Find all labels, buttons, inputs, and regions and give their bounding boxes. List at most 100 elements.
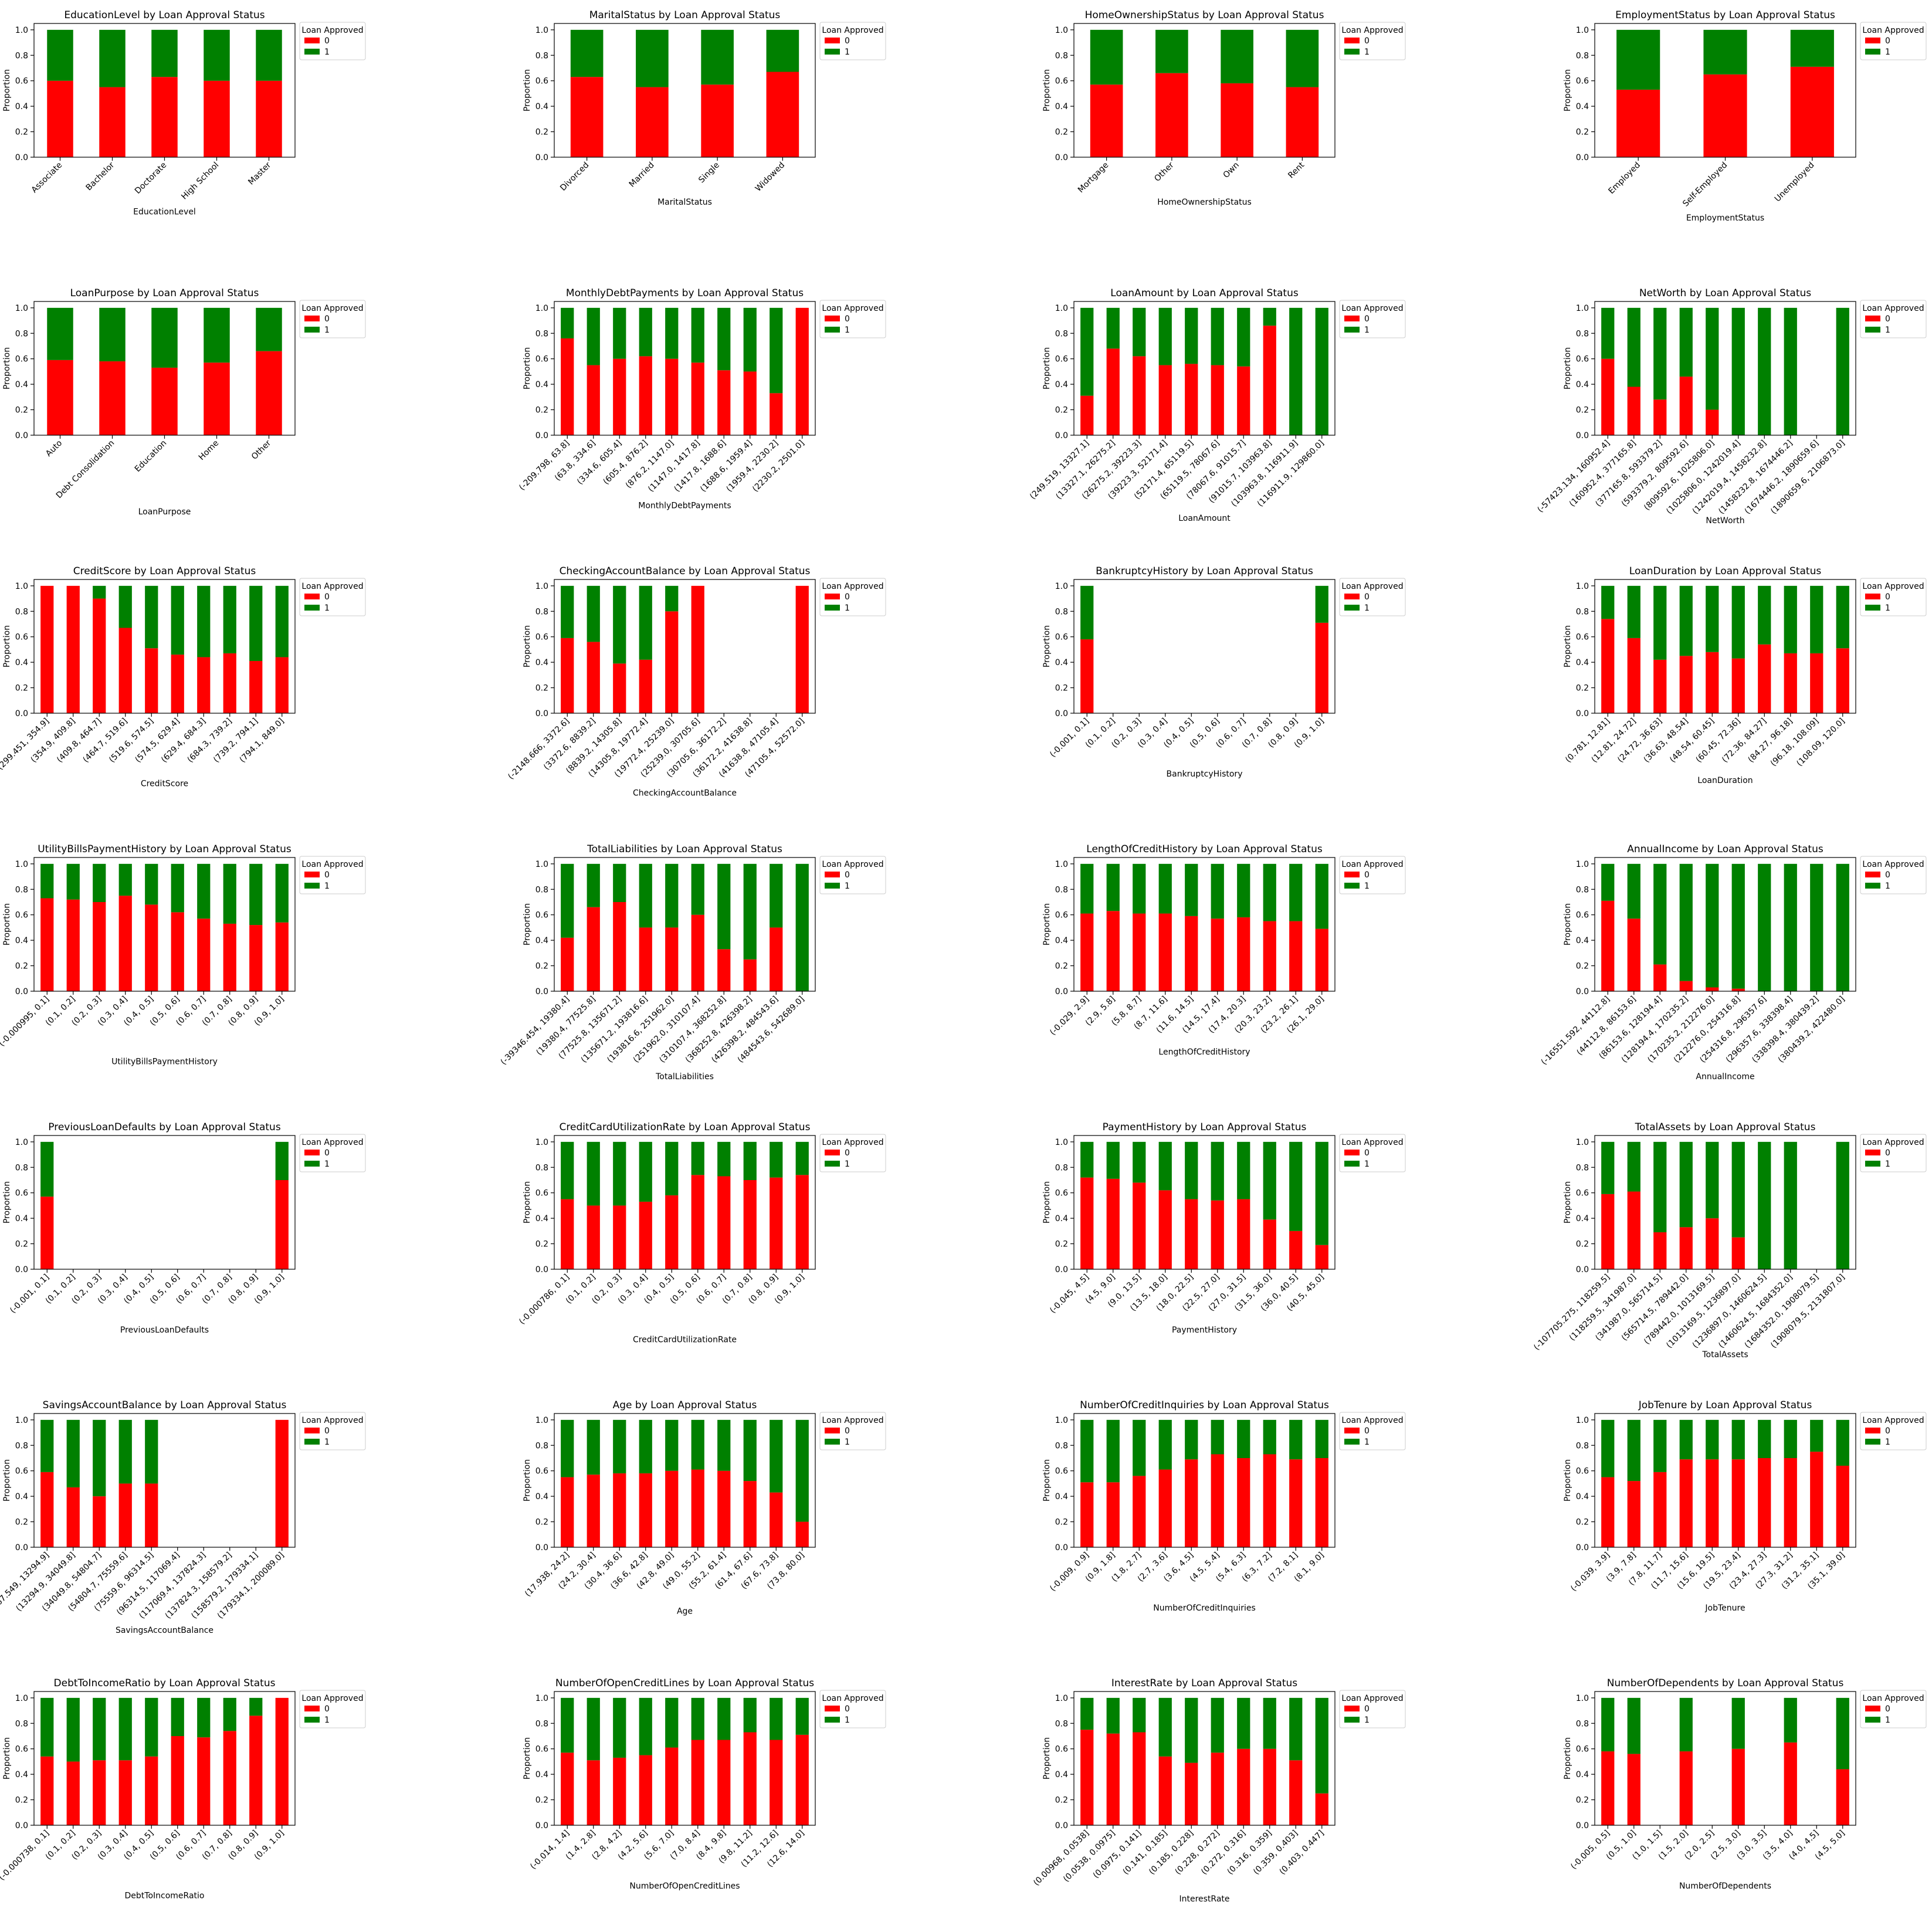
legend-swatch-1 — [304, 605, 320, 611]
bar-segment-0 — [691, 585, 704, 713]
bar-segment-1 — [66, 1419, 80, 1487]
bar-segment-1 — [118, 863, 132, 896]
bar-segment-0 — [1315, 622, 1328, 713]
y-tick-label: 0.6 — [15, 1467, 28, 1476]
chart-panel: LoanAmount by Loan Approval Status 0.0 0.2… — [1028, 287, 1406, 523]
bar-segment-0 — [1627, 387, 1640, 435]
x-tick-label: Divorced — [558, 161, 591, 193]
y-tick-label: 0.6 — [535, 77, 548, 86]
bar-segment-0 — [1790, 66, 1834, 157]
y-tick-label: 0.4 — [1055, 658, 1068, 667]
x-tick-label: Unemployed — [1773, 161, 1816, 204]
legend-title: Loan Approved — [1862, 582, 1924, 591]
y-tick-label: 1.0 — [15, 1694, 28, 1703]
y-axis-label: Proportion — [1563, 625, 1572, 667]
y-tick-label: 1.0 — [535, 860, 548, 869]
y-tick-label: 0.2 — [1055, 406, 1068, 415]
y-tick-label: 0.6 — [1055, 355, 1068, 364]
bar-segment-0 — [1106, 1733, 1120, 1825]
bar-segment-1 — [717, 307, 731, 371]
bar-segment-1 — [1706, 863, 1719, 988]
bar-segment-1 — [1237, 1419, 1250, 1458]
bar-segment-0 — [743, 371, 757, 435]
legend-title: Loan Approved — [301, 1138, 363, 1147]
bar-segment-1 — [770, 1141, 783, 1178]
x-axis-label: PaymentHistory — [1172, 1326, 1237, 1335]
bar-segment-0 — [1080, 1482, 1094, 1547]
legend-swatch-0 — [1865, 594, 1880, 599]
bar-segment-1 — [1185, 1697, 1198, 1763]
bar-segment-1 — [795, 863, 809, 991]
y-tick-label: 0.8 — [1576, 885, 1589, 894]
x-tick-label: Associate — [30, 161, 65, 195]
bar-segment-0 — [1263, 1454, 1276, 1547]
chart-title: PreviousLoanDefaults by Loan Approval St… — [48, 1121, 281, 1133]
x-tick-label: Self-Employed — [1681, 161, 1729, 209]
y-tick-label: 1.0 — [15, 1138, 28, 1147]
y-axis-label: Proportion — [523, 347, 532, 389]
bar-segment-1 — [795, 1697, 809, 1735]
bar-segment-1 — [1836, 1697, 1849, 1770]
bar-segment-1 — [1289, 1419, 1303, 1460]
bar-segment-0 — [1627, 1754, 1640, 1825]
bar-segment-1 — [1731, 863, 1745, 989]
y-tick-label: 0.6 — [535, 1467, 548, 1476]
bar-segment-1 — [1731, 1697, 1745, 1749]
legend-swatch-0 — [1344, 316, 1360, 321]
chart-panel: BankruptcyHistory by Loan Approval Statu… — [1042, 565, 1406, 779]
bar-segment-0 — [145, 904, 158, 991]
bar-segment-0 — [770, 927, 783, 991]
x-tick-label: (0.228, 0.272] — [1174, 1829, 1222, 1877]
axes-frame — [1073, 1135, 1336, 1270]
bar-segment-1 — [1158, 1141, 1172, 1191]
y-tick-label: 0.4 — [1576, 936, 1589, 945]
bar-segment-0 — [1315, 1793, 1328, 1825]
bar-segment-1 — [171, 863, 184, 913]
legend-swatch-0 — [1865, 1706, 1880, 1711]
x-axis-label: HomeOwnershipStatus — [1157, 198, 1252, 207]
bar-segment-0 — [275, 1180, 289, 1269]
y-tick-label: 0.6 — [1055, 911, 1068, 920]
legend-label-1: 1 — [1364, 1716, 1370, 1725]
y-tick-label: 0.2 — [1055, 128, 1068, 137]
x-axis-label: MaritalStatus — [657, 198, 712, 207]
chart-panel: LoanPurpose by Loan Approval Status 0.0 0.… — [2, 287, 366, 517]
axes-frame — [1073, 301, 1336, 436]
x-tick-label: (-0.045, 4.5] — [1048, 1273, 1091, 1316]
legend-label-1: 1 — [845, 48, 850, 57]
y-tick-label: 1.0 — [1055, 1694, 1068, 1703]
bar-segment-1 — [1758, 1141, 1771, 1269]
y-tick-label: 0.2 — [535, 962, 548, 971]
bar-segment-1 — [1315, 307, 1328, 435]
y-tick-label: 0.4 — [15, 658, 28, 667]
bar-segment-1 — [1653, 307, 1667, 400]
x-axis-label: PreviousLoanDefaults — [120, 1326, 209, 1335]
x-axis-label: InterestRate — [1179, 1894, 1229, 1904]
bar-segment-0 — [197, 1737, 211, 1825]
bar-segment-1 — [561, 863, 574, 938]
y-tick-label: 0.2 — [1576, 128, 1589, 137]
legend-swatch-1 — [304, 49, 320, 55]
bar-segment-1 — [701, 29, 734, 85]
y-tick-label: 0.6 — [1576, 77, 1589, 86]
bar-segment-0 — [1703, 74, 1747, 157]
y-tick-label: 0.6 — [1576, 911, 1589, 920]
y-tick-label: 1.0 — [1055, 582, 1068, 591]
chart-panel: PaymentHistory by Loan Approval Status 0.… — [1042, 1121, 1406, 1335]
legend-label-1: 1 — [324, 1160, 330, 1169]
bar-segment-1 — [1289, 863, 1303, 921]
legend-swatch-1 — [1344, 605, 1360, 611]
y-axis-label: Proportion — [523, 1181, 532, 1223]
y-tick-label: 1.0 — [15, 304, 28, 313]
bar-segment-0 — [613, 1205, 626, 1269]
legend-label-0: 0 — [1885, 592, 1890, 602]
x-tick-label: Debt Consolidation — [55, 439, 117, 501]
chart-title: NumberOfDependents by Loan Approval Stat… — [1607, 1677, 1844, 1689]
y-tick-label: 0.6 — [535, 911, 548, 920]
legend-title: Loan Approved — [1862, 304, 1924, 313]
y-axis-label: Proportion — [1042, 1459, 1052, 1501]
legend-label-1: 1 — [1364, 326, 1370, 335]
bar-segment-1 — [40, 863, 54, 899]
bar-segment-1 — [561, 1141, 574, 1199]
bar-segment-0 — [1185, 1199, 1198, 1269]
